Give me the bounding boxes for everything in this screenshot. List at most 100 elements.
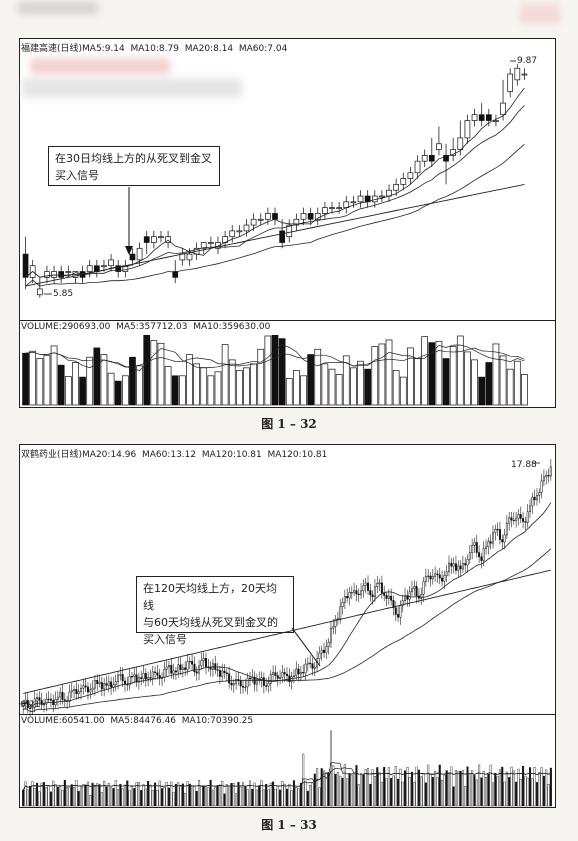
candle-body: [522, 518, 525, 522]
volume-bar: [475, 779, 478, 807]
volume-bar: [221, 780, 224, 807]
candle-body: [59, 692, 62, 698]
volume-bar: [505, 771, 508, 807]
volume-bar: [237, 781, 240, 807]
volume-bar: [531, 778, 534, 807]
candle-body: [508, 517, 511, 524]
volume-bar: [63, 779, 66, 807]
volume-bar: [186, 354, 193, 406]
candle-body: [191, 660, 194, 665]
candle-body: [281, 672, 284, 678]
volume-bar: [79, 376, 86, 406]
candle-body: [422, 581, 425, 595]
volume-bar: [54, 784, 57, 807]
volume-bar: [264, 335, 272, 406]
candle-body: [392, 600, 395, 609]
volume-bar: [209, 779, 212, 807]
candle-body: [188, 660, 191, 663]
candle-body: [158, 675, 161, 679]
volume-bar: [293, 370, 300, 406]
candle-body: [33, 698, 36, 708]
candle-body: [218, 670, 221, 677]
candle-body: [297, 668, 300, 675]
stock-name: 双鹤药业(日线): [21, 450, 83, 460]
volume-ma10-line: [22, 767, 551, 791]
candle-body: [149, 677, 152, 679]
candle-body: [436, 573, 439, 576]
volume-bar: [445, 770, 448, 807]
volume-bar: [392, 775, 395, 807]
candle-body: [515, 517, 518, 521]
candle-body: [115, 265, 122, 272]
volume-bar: [77, 790, 80, 807]
candle-body: [110, 681, 113, 688]
candle-body: [89, 689, 92, 693]
volume-bar: [188, 783, 191, 807]
volume-bar: [202, 785, 205, 807]
candle-body: [84, 685, 87, 688]
volume-bar: [171, 375, 179, 406]
volume-bar: [133, 788, 136, 807]
candle-body: [334, 618, 337, 627]
volume-bar: [40, 782, 43, 807]
candle-body: [450, 562, 453, 567]
candle-body: [505, 522, 508, 536]
volume-bar: [471, 359, 478, 406]
volume-bar: [443, 774, 446, 807]
candle-body: [265, 685, 268, 687]
candle-body: [47, 698, 50, 701]
volume-bar: [369, 783, 372, 807]
candle-body: [387, 595, 390, 599]
volume-bar: [459, 771, 462, 807]
volume-bar: [334, 773, 337, 807]
volume-bar: [89, 795, 92, 807]
candle-body: [360, 590, 363, 596]
volume-bar: [392, 370, 400, 406]
annotation-callout-2: 在120天均线上方，20天均线 与60天均线从死叉到金叉的 买入信号: [136, 576, 294, 646]
volume-bar: [262, 789, 265, 807]
candle-body: [445, 571, 448, 576]
volume-bar: [410, 771, 413, 807]
candle-body: [538, 492, 541, 496]
volume-bar: [86, 781, 89, 807]
candle-body: [424, 575, 427, 582]
candle-body: [202, 658, 205, 661]
volume-bar: [100, 792, 103, 807]
candle-body: [468, 552, 471, 560]
candle-body: [205, 658, 207, 668]
candle-body: [420, 594, 423, 599]
volume-bar: [364, 368, 371, 406]
candle-body: [107, 681, 110, 686]
candle-body: [399, 605, 402, 618]
volume-bar: [161, 788, 164, 807]
candle-body: [390, 595, 393, 601]
volume-bar: [107, 783, 110, 807]
candle-body: [348, 592, 351, 599]
volume-bar: [200, 786, 203, 807]
volume-bar: [26, 789, 29, 807]
volume-bar: [452, 786, 455, 807]
volume-bar: [390, 778, 393, 807]
volume-bar: [36, 358, 44, 406]
candle-body: [179, 664, 182, 670]
volume-bar: [239, 786, 242, 807]
candle-body: [434, 573, 437, 577]
volume-bar: [45, 787, 48, 807]
volume-bar: [136, 365, 143, 406]
candle-body: [379, 195, 385, 198]
volume-bar: [73, 786, 76, 807]
volume-bar: [380, 781, 383, 807]
volume-bar: [512, 770, 515, 807]
arrowhead-icon: [125, 246, 133, 255]
volume-bar: [309, 785, 312, 807]
candle-body: [339, 606, 342, 619]
candle-body: [478, 114, 485, 121]
candle-body: [58, 271, 65, 278]
candle-body: [325, 646, 328, 653]
candle-body: [250, 218, 257, 226]
candle-body: [286, 224, 293, 238]
candle-body: [364, 582, 367, 586]
candle-body: [526, 511, 529, 523]
candle-body: [313, 666, 316, 669]
candle-body: [142, 673, 145, 679]
